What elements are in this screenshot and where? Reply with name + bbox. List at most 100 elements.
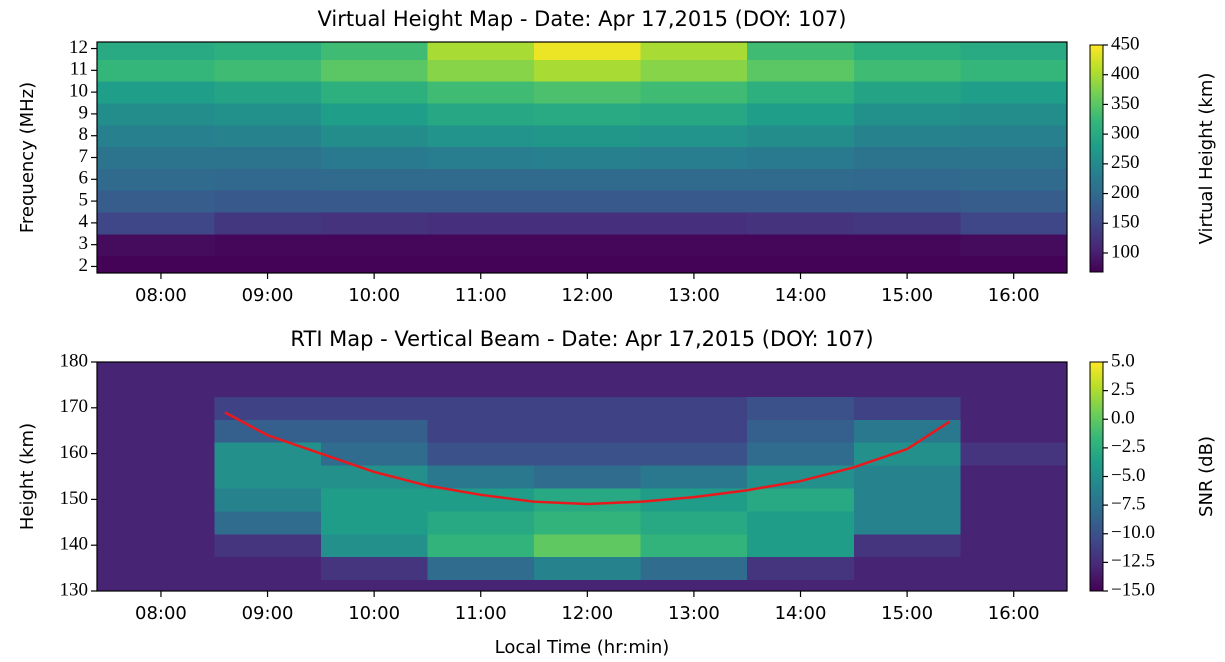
heatmap-cell: [747, 362, 855, 374]
heatmap-cell: [427, 255, 535, 273]
heatmap-cell: [960, 510, 1067, 535]
heatmap-cell: [214, 59, 322, 82]
heatmap-cell: [853, 533, 961, 558]
heatmap-cell: [97, 373, 215, 397]
heatmap-cell: [97, 233, 215, 257]
heatmap-cell: [97, 190, 215, 213]
x-tick-label: 08:00: [135, 603, 187, 624]
heatmap-cell: [853, 233, 961, 257]
heatmap-cell: [853, 211, 961, 235]
x-axis-label: Local Time (hr:min): [495, 637, 670, 658]
heatmap-cell: [427, 556, 535, 581]
y-tick-label: 11: [70, 59, 88, 80]
heatmap-cell: [960, 233, 1067, 257]
heatmap-cell: [640, 42, 748, 60]
y-tick-label: 6: [79, 168, 89, 189]
y-tick-label: 9: [79, 102, 89, 123]
colorbar-label: Virtual Height (km): [1196, 73, 1217, 245]
heatmap-cell: [97, 168, 215, 191]
heatmap-cell: [214, 419, 322, 443]
heatmap-cell: [320, 233, 428, 257]
heatmap-cell: [534, 190, 642, 213]
heatmap-cell: [640, 533, 748, 558]
heatmap-cell: [853, 510, 961, 535]
heatmap-cell: [97, 510, 215, 535]
colorbar-label: SNR (dB): [1196, 436, 1217, 517]
heatmap-cell: [320, 168, 428, 191]
heatmap-cell: [747, 168, 855, 191]
chart-title: RTI Map - Vertical Beam - Date: Apr 17,2…: [290, 327, 873, 351]
y-tick-label: 12: [69, 37, 88, 58]
heatmap-cell: [534, 396, 642, 420]
colorbar-tick-label: −15.0: [1111, 579, 1155, 600]
heatmap-cell: [853, 556, 961, 581]
heatmap-cell: [427, 419, 535, 443]
heatmap-cell: [320, 124, 428, 148]
heatmap-cell: [534, 487, 642, 512]
colorbar-tick-label: 100: [1111, 241, 1140, 262]
heatmap-cell: [97, 419, 215, 443]
y-tick-label: 130: [60, 579, 89, 600]
heatmap-cell: [427, 124, 535, 148]
plot-area: [97, 42, 1067, 273]
heatmap-cell: [747, 211, 855, 235]
heatmap-cell: [320, 487, 428, 512]
heatmap-cell: [320, 190, 428, 213]
heatmap-cell: [320, 373, 428, 397]
x-tick-label: 11:00: [455, 285, 507, 306]
y-tick-label: 150: [60, 488, 89, 509]
heatmap-cell: [97, 81, 215, 104]
heatmap-cell: [214, 556, 322, 581]
heatmap-cell: [640, 103, 748, 126]
x-tick-label: 10:00: [348, 285, 400, 306]
heatmap-cell: [97, 533, 215, 558]
x-tick-label: 14:00: [775, 603, 827, 624]
heatmap-cell: [427, 233, 535, 257]
heatmap-cell: [747, 510, 855, 535]
heatmap-cell: [320, 103, 428, 126]
heatmap-cell: [427, 362, 535, 374]
heatmap-cell: [747, 255, 855, 273]
heatmap-cell: [853, 579, 961, 591]
heatmap-cell: [960, 579, 1067, 591]
heatmap-cell: [427, 190, 535, 213]
x-tick-label: 12:00: [561, 603, 613, 624]
heatmap-cell: [960, 211, 1067, 235]
heatmap-cell: [427, 211, 535, 235]
colorbar-tick-label: −10.0: [1111, 522, 1155, 543]
x-tick-label: 15:00: [881, 285, 933, 306]
heatmap-cell: [853, 190, 961, 213]
heatmap-cell: [214, 190, 322, 213]
heatmap-cell: [640, 373, 748, 397]
y-tick-label: 140: [60, 534, 89, 555]
heatmap-cell: [534, 211, 642, 235]
colorbar-tick-label: 250: [1111, 152, 1140, 173]
heatmap-cell: [214, 373, 322, 397]
heatmap-cell: [640, 465, 748, 489]
heatmap-cell: [853, 465, 961, 489]
heatmap-cell: [640, 510, 748, 535]
heatmap-cell: [853, 146, 961, 169]
y-axis-label: Height (km): [17, 423, 38, 530]
heatmap-cell: [534, 510, 642, 535]
heatmap-cell: [320, 465, 428, 489]
x-tick-label: 13:00: [668, 285, 720, 306]
heatmap-cell: [960, 533, 1067, 558]
heatmap-cell: [427, 396, 535, 420]
x-tick-label: 11:00: [455, 603, 507, 624]
colorbar-tick-label: 350: [1111, 93, 1140, 114]
heatmap-cell: [214, 42, 322, 60]
heatmap-cell: [960, 146, 1067, 169]
heatmap-cell: [534, 59, 642, 82]
colorbar-tick-label: −12.5: [1111, 551, 1155, 572]
heatmap-cell: [214, 487, 322, 512]
heatmap-cell: [214, 442, 322, 466]
heatmap-cell: [747, 533, 855, 558]
heatmap-cell: [97, 103, 215, 126]
y-tick-label: 3: [79, 233, 89, 254]
heatmap-cell: [214, 362, 322, 374]
heatmap-cell: [747, 146, 855, 169]
heatmap-cell: [853, 396, 961, 420]
heatmap-cell: [960, 190, 1067, 213]
colorbar-tick-label: −7.5: [1111, 493, 1145, 514]
